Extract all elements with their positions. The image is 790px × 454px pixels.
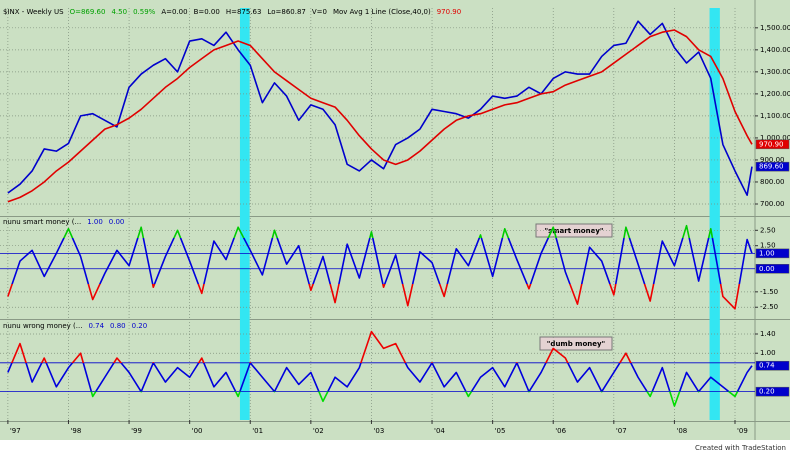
pane-header: Lo=860.87 [267,8,305,16]
y-tick-label: 1,300.00 [760,68,790,76]
x-tick-label: '00 [192,427,203,435]
x-tick-label: '08 [676,427,687,435]
value-box [755,248,790,259]
value-box [755,139,790,150]
y-tick-label: 1.40 [760,330,776,338]
pane-header: 0.00 [109,218,125,226]
y-tick-label: 1,000.00 [760,134,790,142]
x-tick-label: '01 [252,427,263,435]
y-tick-label: 2.50 [760,226,776,234]
x-tick-label: '97 [10,427,21,435]
pane-header: 1.00 [87,218,103,226]
x-tick-label: '05 [495,427,506,435]
series-line [7,29,753,203]
value-box [755,161,790,172]
series-line [7,224,753,310]
pane-header: 0.80 [110,322,126,330]
series-line [7,330,753,407]
footer: Created with TradeStation [695,444,786,452]
pane-header: 0.20 [132,322,148,330]
value-box [755,386,790,397]
x-tick-label: '07 [616,427,627,435]
annotation-box [539,336,613,351]
annotation: "dumb money" [547,340,605,348]
highlight-band [709,8,720,420]
pane-header: A=0.00 [161,8,187,16]
pane-header: 970.90 [437,8,462,16]
background [0,0,790,440]
pane-header: 0.74 [88,322,104,330]
y-tick-label: 1,100.00 [760,112,790,120]
x-tick-label: '06 [555,427,566,435]
x-tick-label: '98 [70,427,81,435]
y-tick-label: 1.50 [760,242,776,250]
y-tick-label: 900.00 [760,156,785,164]
y-tick-label: 800.00 [760,178,785,186]
highlight-band [239,8,250,420]
value-box-label: 0.20 [759,388,775,396]
value-box-label: 0.00 [759,265,775,273]
pane-header: nunu wrong money (... [3,322,82,330]
y-tick-label: 1,200.00 [760,90,790,98]
series-line [7,20,753,196]
y-tick-label: 1,400.00 [760,46,790,54]
pane-header: 0.59% [133,8,156,16]
y-tick-label: -1.50 [760,288,778,296]
value-box-label: 1.00 [759,249,775,257]
y-tick-label: 1.00 [760,349,776,357]
pane-header: O=869.60 [70,8,106,16]
pane-header: 4.50 [111,8,127,16]
value-box-label: 970.90 [759,140,784,148]
x-tick-label: '02 [313,427,324,435]
pane-header: nunu smart money (... [3,218,81,226]
x-tick-label: '09 [737,427,748,435]
y-tick-label: 1,500.00 [760,24,790,32]
pane-header: Mov Avg 1 Line (Close,40,0) [333,8,431,16]
y-tick-label: -2.50 [760,303,778,311]
x-tick-label: '03 [373,427,384,435]
pane-header: H=875.63 [226,8,262,16]
pane-header: $INX - Weekly US [3,8,64,16]
pane-header: B=0.00 [194,8,220,16]
annotation: "smart money" [544,227,603,235]
x-tick-label: '99 [131,427,142,435]
pane-header: V=0 [312,8,327,16]
y-tick-label: 700.00 [760,200,785,208]
value-box [755,360,790,371]
value-box-label: 869.60 [759,163,784,171]
value-box-label: 0.74 [759,362,775,370]
x-tick-label: '04 [434,427,445,435]
value-box [755,264,790,274]
